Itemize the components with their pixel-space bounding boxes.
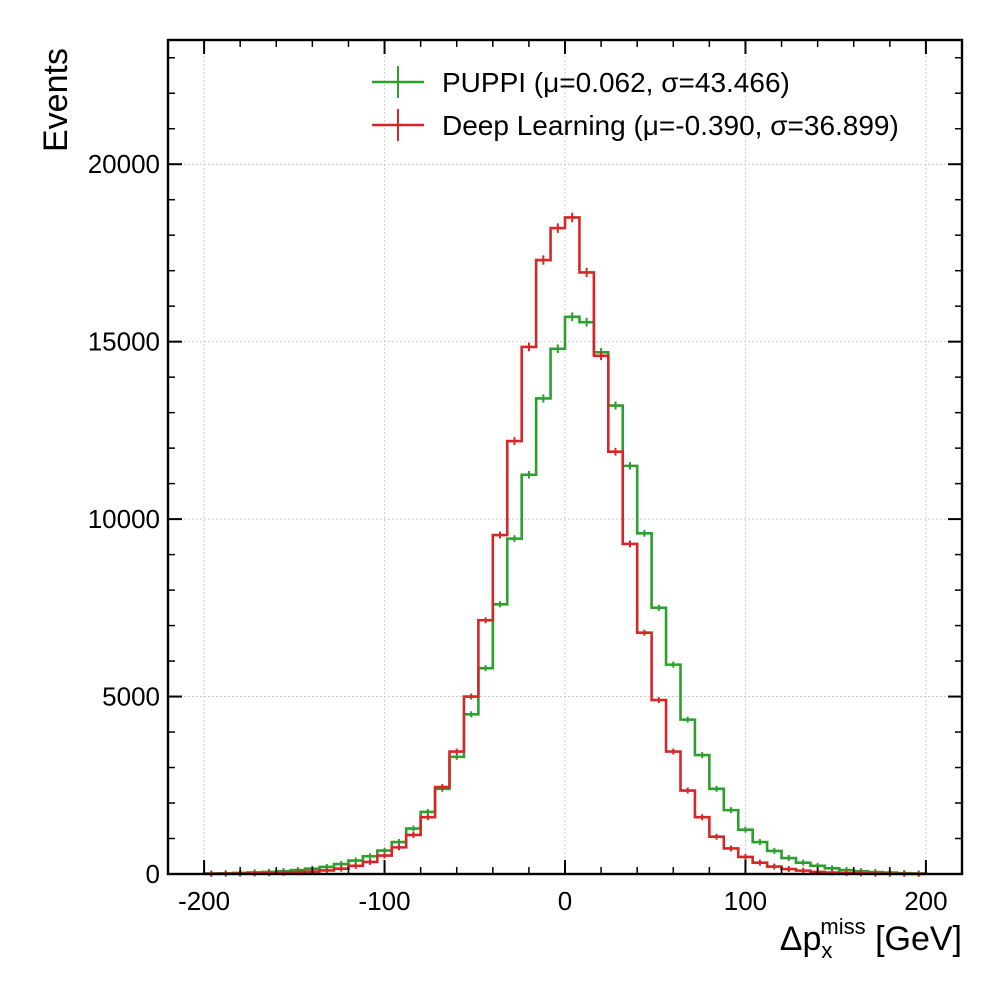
legend: PUPPI (μ=0.062, σ=43.466) Deep Learning (… [372, 66, 899, 141]
y-tick-label: 10000 [88, 504, 160, 534]
x-tick-label: 100 [724, 886, 767, 916]
x-tick-label: 200 [904, 886, 947, 916]
tick-labels: -200 -100 0 100 200 0 5000 10000 15000 20000 [88, 149, 948, 916]
y-tick-label: 5000 [102, 682, 160, 712]
x-axis-title-sup: miss [820, 914, 865, 939]
series-1-step-line [202, 216, 928, 876]
x-tick-label: 0 [558, 886, 572, 916]
x-tick-label: -200 [178, 886, 230, 916]
x-axis-title-main: Δp [780, 920, 822, 958]
y-tick-label: 0 [146, 859, 160, 889]
x-axis-title-unit: [GeV] [866, 920, 962, 958]
y-axis-title: Events [37, 48, 75, 152]
legend-label-0: PUPPI (μ=0.062, σ=43.466) [442, 67, 790, 98]
y-tick-label: 15000 [88, 327, 160, 357]
y-tick-label: 20000 [88, 149, 160, 179]
axes [166, 38, 964, 876]
x-tick-label: -100 [359, 886, 411, 916]
x-axis-title-sub: x [821, 938, 832, 963]
x-axis-title: Δpxmiss [GeV] [780, 914, 962, 963]
series-0-step-line [202, 315, 928, 875]
legend-label-1: Deep Learning (μ=-0.390, σ=36.899) [442, 110, 899, 141]
